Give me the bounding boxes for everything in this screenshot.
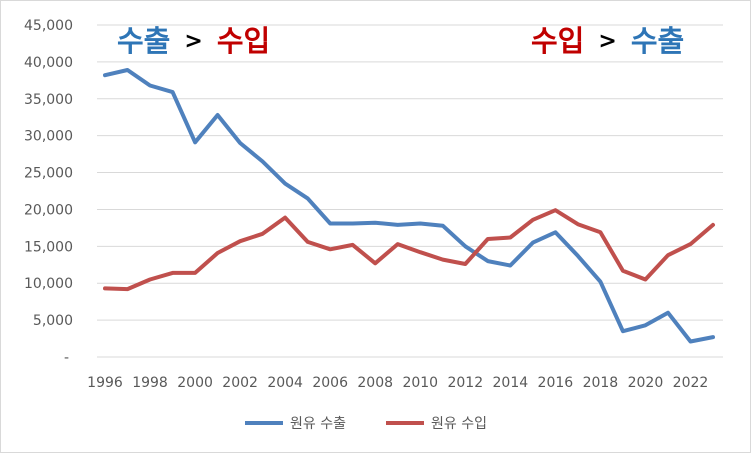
gridlines	[97, 24, 723, 358]
x-tick-label: 2014	[493, 375, 529, 391]
y-tick-label: -	[64, 350, 69, 366]
y-tick-label: 45,000	[24, 18, 73, 34]
x-axis-tick-labels: 1996 1998 2000 2002 2004 2006 2008 2010 2012 2014…	[87, 375, 708, 391]
series-lines	[103, 68, 715, 344]
annotation-right: 수입 > 수출	[531, 24, 684, 58]
x-tick-label: 2004	[267, 375, 303, 391]
x-tick-label: 2000	[177, 375, 213, 391]
legend: 원유 수출 원유 수입	[245, 416, 487, 432]
series-line-import	[103, 208, 715, 292]
x-tick-label: 2012	[447, 375, 483, 391]
annotation-right-part2: 수출	[631, 24, 684, 58]
x-tick-label: 2008	[357, 375, 393, 391]
x-tick-label: 1996	[87, 375, 123, 391]
x-tick-label: 2002	[222, 375, 258, 391]
y-tick-label: 40,000	[24, 55, 73, 71]
y-tick-label: 25,000	[24, 166, 73, 182]
y-tick-label: 15,000	[24, 239, 73, 255]
annotation-right-part1: 수입	[531, 24, 584, 58]
y-tick-label: 5,000	[33, 313, 73, 329]
x-tick-label: 2020	[628, 375, 664, 391]
annotation-left-part2: 수입	[217, 24, 270, 58]
y-tick-label: 20,000	[24, 202, 73, 218]
series-line-export	[103, 68, 715, 344]
x-tick-label: 2022	[673, 375, 709, 391]
legend-label-import: 원유 수입	[431, 416, 487, 432]
annotation-left-part1: 수출	[117, 24, 170, 58]
annotation-right-sep: >	[598, 29, 616, 54]
y-tick-label: 10,000	[24, 276, 73, 292]
y-tick-label: 35,000	[24, 92, 73, 108]
legend-label-export: 원유 수출	[290, 416, 346, 432]
y-axis-tick-labels: - 5,000 10,000 15,000 20,000 25,000 30,000 35,0…	[24, 18, 73, 366]
annotation-left: 수출 > 수입	[117, 24, 270, 58]
x-tick-label: 1998	[132, 375, 168, 391]
x-tick-label: 2006	[312, 375, 348, 391]
annotation-left-sep: >	[184, 29, 202, 54]
x-tick-label: 2010	[402, 375, 438, 391]
x-tick-label: 2018	[583, 375, 619, 391]
y-tick-label: 30,000	[24, 129, 73, 145]
x-tick-label: 2016	[538, 375, 574, 391]
